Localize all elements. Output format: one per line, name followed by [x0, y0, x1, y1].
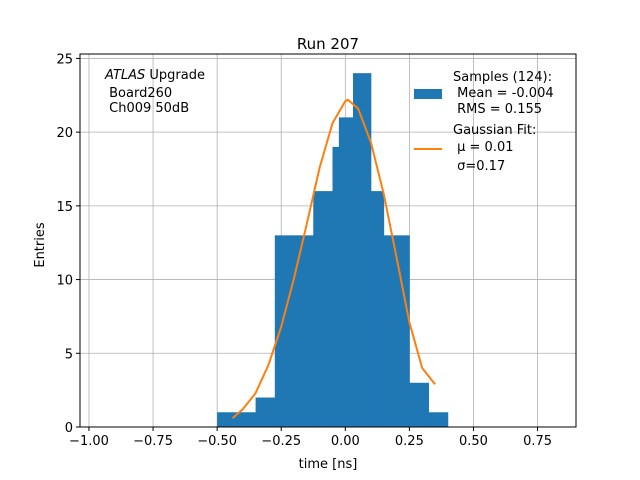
y-tick-label: 15: [56, 200, 73, 215]
legend-samples-rms: RMS = 0.155: [453, 102, 542, 117]
x-tick-label: 0.75: [523, 434, 552, 449]
legend-samples-mean: Mean = -0.004: [453, 86, 554, 101]
annotation-channel: Ch009 50dB: [105, 101, 189, 116]
legend-fit-label: Gaussian Fit:: [453, 123, 536, 138]
histogram-bar: [370, 191, 385, 427]
legend-samples-label: Samples (124):: [453, 70, 552, 85]
legend-fit-sigma: σ=0.17: [453, 159, 505, 174]
x-tick-label: −0.25: [261, 434, 301, 449]
y-axis-label: Entries: [33, 222, 48, 268]
histogram-bar: [255, 397, 276, 427]
x-tick-label: 0.25: [395, 434, 424, 449]
histogram-bar: [229, 412, 256, 427]
histogram-bars: [217, 73, 449, 428]
y-tick-label: 5: [65, 347, 73, 362]
gaussian-fit: [231, 98, 436, 419]
x-tick-label: −0.50: [197, 434, 237, 449]
histogram-bar: [332, 146, 340, 428]
histogram-bar: [428, 412, 449, 427]
histogram-bar: [217, 412, 231, 427]
y-tick-label: 20: [56, 126, 73, 141]
gaussian-fit-line: [231, 98, 436, 419]
histogram-bar: [383, 235, 410, 427]
x-axis-label: time [ns]: [299, 457, 358, 472]
x-tick-label: −1.00: [69, 434, 109, 449]
chart-title: Run 207: [297, 35, 359, 53]
x-tick-label: 0.50: [459, 434, 488, 449]
histogram-bar: [352, 73, 372, 427]
histogram-bar: [294, 235, 314, 427]
annotation-board: Board260: [105, 86, 172, 101]
atlas-annotation: ATLAS Upgrade Board260 Ch009 50dB: [104, 68, 205, 116]
histogram-bar: [313, 191, 333, 427]
annotation-atlas: ATLAS: [104, 68, 145, 83]
legend-fit-mu: μ = 0.01: [453, 140, 514, 155]
legend-samples-swatch: [414, 89, 442, 99]
axis-ticks: −1.00 −0.75 −0.50 −0.25 0.00 0.25 0.50 0.75 0 5 10…: [56, 52, 552, 449]
histogram-bar: [409, 382, 430, 427]
plot-frame: [79, 53, 577, 428]
x-tick-label: 0.00: [331, 434, 360, 449]
y-tick-label: 0: [65, 421, 73, 436]
svg-text:ATLAS Upgrade: ATLAS Upgrade: [104, 68, 205, 83]
histogram-bar: [338, 117, 354, 427]
y-tick-label: 10: [56, 274, 73, 289]
x-tick-label: −0.75: [133, 434, 173, 449]
histogram-bar: [274, 235, 295, 427]
legend: Samples (124): Mean = -0.004 RMS = 0.155…: [414, 70, 554, 174]
annotation-upgrade: Upgrade: [145, 68, 205, 83]
y-tick-label: 25: [56, 52, 73, 67]
